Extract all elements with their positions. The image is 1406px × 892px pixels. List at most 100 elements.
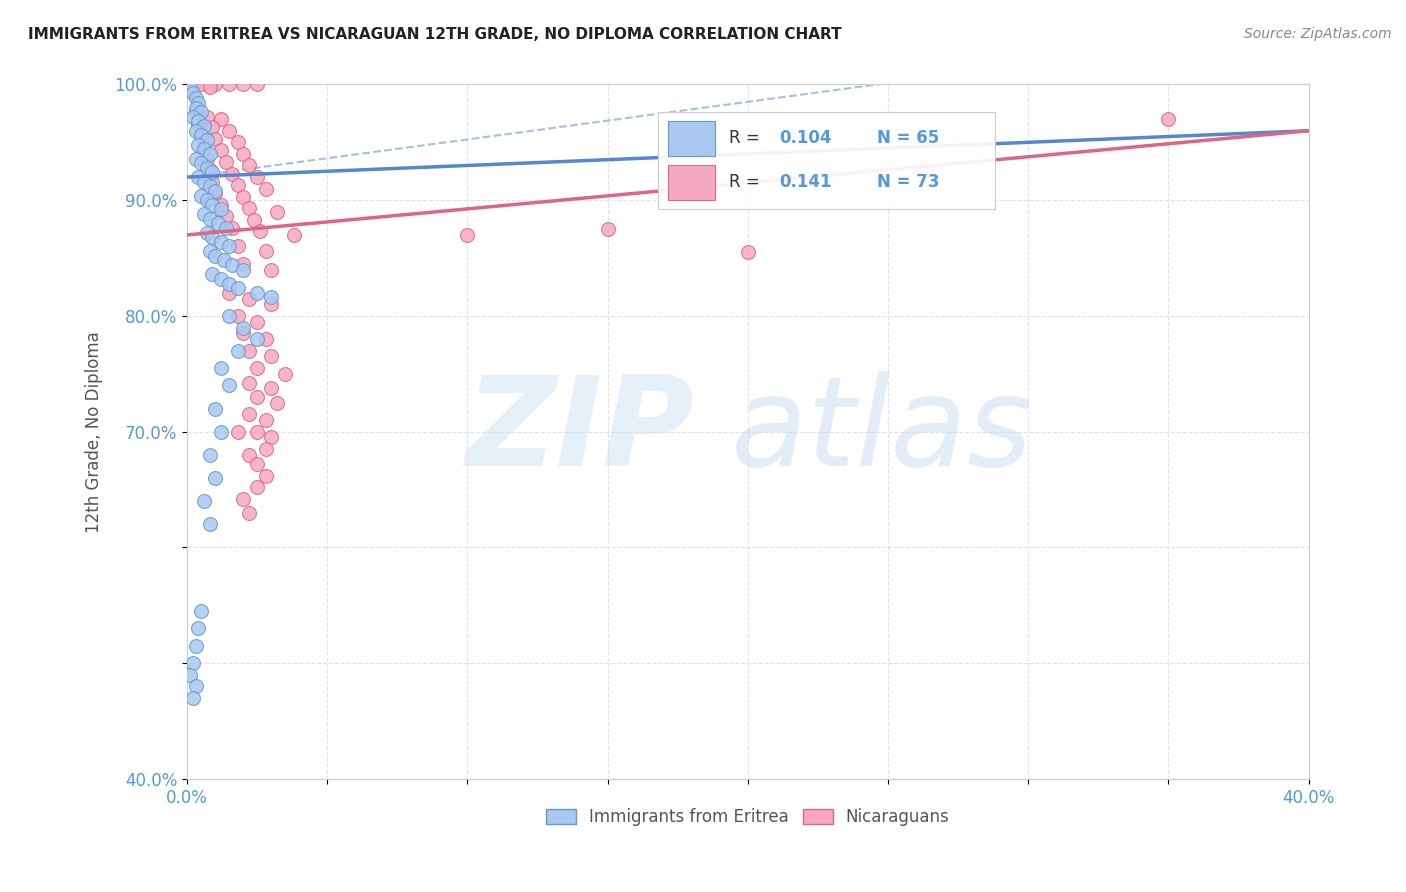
Point — [184, 101, 207, 115]
Point — [232, 262, 254, 277]
Point — [201, 230, 224, 244]
Point — [249, 224, 271, 238]
Point — [198, 244, 221, 259]
Point — [201, 175, 224, 189]
Point — [204, 249, 226, 263]
Point — [254, 413, 277, 427]
Point — [195, 226, 218, 240]
Point — [201, 198, 224, 212]
Point — [181, 110, 204, 124]
Point — [184, 679, 207, 693]
Point — [246, 361, 269, 376]
Point — [218, 309, 240, 323]
Point — [254, 332, 277, 346]
Point — [179, 81, 201, 95]
Point — [204, 184, 226, 198]
Point — [181, 78, 204, 92]
Point — [254, 244, 277, 259]
Point — [195, 133, 218, 147]
Point — [195, 193, 218, 207]
Point — [184, 91, 207, 105]
Point — [179, 667, 201, 681]
Point — [260, 297, 283, 311]
Point — [232, 320, 254, 334]
Point — [226, 281, 249, 295]
Text: Source: ZipAtlas.com: Source: ZipAtlas.com — [1244, 27, 1392, 41]
Point — [246, 315, 269, 329]
Point — [195, 161, 218, 175]
Point — [201, 267, 224, 281]
Point — [246, 457, 269, 471]
Point — [221, 258, 243, 272]
Legend: Immigrants from Eritrea, Nicaraguans: Immigrants from Eritrea, Nicaraguans — [540, 802, 956, 833]
Point — [246, 425, 269, 439]
Point — [218, 285, 240, 300]
Point — [209, 202, 232, 217]
Point — [260, 350, 283, 364]
Point — [246, 332, 269, 346]
Point — [187, 95, 209, 110]
Point — [187, 114, 209, 128]
Point — [215, 155, 238, 169]
Point — [181, 690, 204, 705]
Point — [260, 430, 283, 444]
Point — [198, 211, 221, 226]
Point — [238, 407, 260, 421]
Point — [207, 216, 229, 230]
Point — [190, 128, 212, 143]
Point — [204, 186, 226, 201]
Point — [218, 239, 240, 253]
Point — [232, 326, 254, 341]
Point — [212, 253, 235, 268]
Point — [221, 221, 243, 235]
Point — [737, 245, 759, 260]
Point — [187, 622, 209, 636]
Point — [190, 156, 212, 170]
Point — [246, 78, 269, 92]
Point — [198, 79, 221, 94]
Point — [226, 136, 249, 150]
Point — [198, 163, 221, 178]
Point — [266, 204, 288, 219]
Point — [238, 202, 260, 216]
Point — [283, 227, 305, 242]
Point — [1157, 112, 1180, 127]
Point — [190, 78, 212, 92]
Point — [204, 401, 226, 416]
Point — [246, 390, 269, 404]
Point — [193, 142, 215, 156]
Point — [193, 119, 215, 133]
Point — [204, 132, 226, 146]
Point — [260, 381, 283, 395]
Point — [221, 167, 243, 181]
Point — [193, 207, 215, 221]
Point — [198, 147, 221, 161]
Point — [187, 137, 209, 152]
Point — [195, 110, 218, 124]
Point — [198, 448, 221, 462]
Point — [209, 198, 232, 212]
Point — [238, 158, 260, 172]
Point — [184, 639, 207, 653]
Point — [193, 140, 215, 154]
Point — [246, 285, 269, 300]
Point — [243, 212, 266, 227]
Point — [218, 124, 240, 138]
Point — [260, 290, 283, 304]
Point — [232, 147, 254, 161]
Point — [226, 239, 249, 253]
Point — [218, 378, 240, 392]
Point — [232, 78, 254, 92]
Point — [201, 120, 224, 135]
Point — [596, 222, 619, 236]
Point — [260, 262, 283, 277]
Point — [190, 188, 212, 202]
Point — [238, 448, 260, 462]
Point — [209, 112, 232, 127]
Point — [184, 124, 207, 138]
Point — [246, 480, 269, 494]
Point — [181, 86, 204, 100]
Point — [193, 175, 215, 189]
Point — [198, 179, 221, 194]
Point — [201, 165, 224, 179]
